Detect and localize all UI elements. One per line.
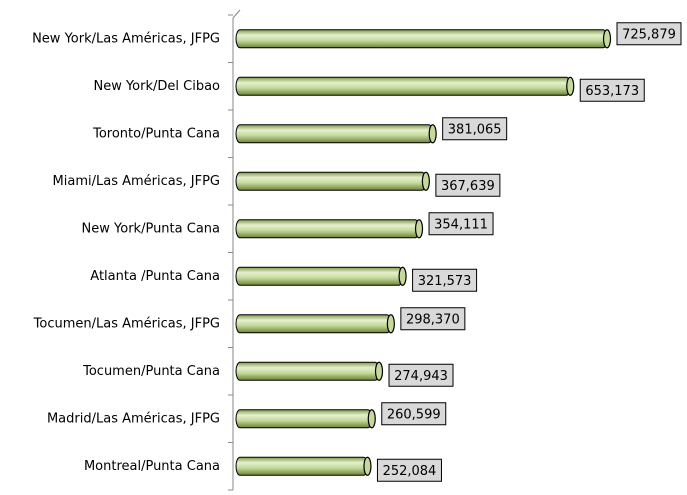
value-label: 653,173	[585, 84, 639, 99]
y-tick-label: New York/Las Américas, JFPG	[32, 31, 220, 46]
value-label-box	[428, 212, 494, 236]
value-label-box	[579, 78, 645, 102]
value-label-box	[616, 22, 682, 46]
value-label: 381,065	[448, 122, 502, 137]
y-tick-label: New York/Punta Cana	[82, 221, 220, 236]
value-label: 367,639	[441, 179, 495, 194]
bar-cap	[602, 29, 612, 49]
y-tick-label: Tocumen/Las Américas, JFPG	[33, 316, 220, 331]
bar	[235, 456, 368, 476]
y-tick-label: Miami/Las Américas, JFPG	[53, 174, 220, 189]
value-label: 260,599	[387, 407, 441, 422]
bar-cap	[566, 76, 575, 96]
axis-depth	[232, 9, 241, 19]
bar-cap	[367, 409, 376, 429]
value-label: 354,111	[434, 217, 488, 232]
value-label: 274,943	[394, 369, 448, 384]
bar-cap	[363, 456, 372, 476]
value-label: 321,573	[418, 274, 472, 289]
bar-cap	[398, 266, 407, 286]
bar	[235, 314, 392, 334]
bar	[235, 29, 608, 49]
y-tick-label: Toronto/Punta Cana	[92, 126, 220, 141]
bar	[235, 361, 380, 381]
bar	[235, 266, 404, 286]
y-tick-label: Montreal/Punta Cana	[84, 459, 220, 474]
y-tick-label: New York/Del Cibao	[93, 79, 220, 94]
bar	[235, 409, 373, 429]
value-label: 252,084	[383, 464, 437, 479]
bar-cap	[414, 219, 424, 239]
bar	[235, 76, 571, 96]
y-tick-label: Atlanta /Punta Cana	[90, 269, 220, 284]
value-label-box	[442, 117, 508, 141]
value-label-box	[376, 458, 442, 482]
y-tick-label: Tocumen/Punta Cana	[82, 364, 220, 379]
bar-cap	[374, 361, 384, 381]
bar	[235, 124, 434, 144]
bar-cap	[421, 171, 430, 191]
value-label-box	[412, 268, 478, 292]
y-tick-label: Madrid/Las Américas, JFPG	[47, 411, 220, 426]
bar-cap	[428, 124, 437, 144]
value-label: 298,370	[406, 312, 460, 327]
value-label-box	[381, 402, 447, 426]
bar-cap	[386, 314, 395, 334]
value-label-box	[435, 173, 501, 197]
value-label-box	[388, 363, 454, 387]
bar	[235, 171, 427, 191]
value-label-box	[400, 307, 466, 331]
bar	[235, 219, 420, 239]
value-label: 725,879	[622, 27, 676, 42]
